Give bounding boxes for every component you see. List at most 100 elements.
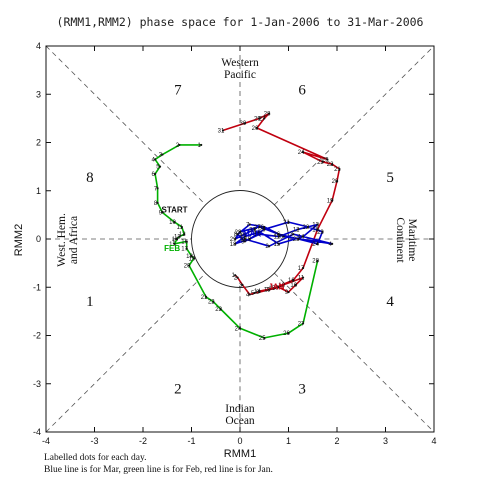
feb-day-point [238,327,242,330]
phase-label-1: 1 [86,294,94,310]
jan-day-point [301,276,305,279]
feb-day-point [190,254,193,257]
mar-day-label: 11 [274,235,281,241]
jan-day-label: 14 [254,289,261,295]
jan-day-label: 10 [290,283,297,289]
jan-day-point [221,129,225,132]
feb-day-point [219,307,222,311]
jan-day-label: 23 [317,160,324,166]
feb-day-label: 18 [186,254,193,260]
mar-day-label: 30 [240,232,247,238]
y-tick-label: -2 [33,331,41,341]
unit-circle [191,190,289,288]
y-tick-label: -3 [33,379,41,389]
x-tick-label: 2 [334,436,339,446]
feb-day-label: 13 [174,235,181,241]
feb-day-label: 15 [169,242,176,248]
phase-label-5: 5 [386,170,394,186]
jan-day-label: 5 [251,291,255,297]
mar-day-label: 25 [293,237,300,243]
month-markers: START JAN FEB MAR [161,205,284,291]
mar-day-point [316,223,319,226]
region-left-line2: and Africa [68,216,80,264]
region-left-line1: West. Hem. [56,213,68,267]
mar-day-label: 2 [265,244,269,250]
mar-day-point [238,230,242,233]
mar-day-label: 9 [241,239,245,245]
jan-day-point [243,122,246,125]
jan-day-point [258,290,261,293]
region-top-line1: Western [221,57,259,69]
feb-day-label: 4 [151,157,155,163]
jan-day-point [287,290,290,294]
feb-day-label: 20 [184,264,191,270]
feb-day-label: 8 [154,201,158,207]
x-tick-label: 1 [286,436,291,446]
jan-day-label: 16 [288,278,295,284]
mar-day-label: 8 [234,232,238,238]
jan-day-label: 8 [275,285,279,291]
jan-day-label: 6 [256,290,260,296]
jan-day-point [301,266,305,270]
mar-day-label: 7 [246,223,250,229]
jan-day-label: 30 [240,121,247,127]
mar-day-point [234,242,237,245]
jan-day-point [316,228,319,231]
x-tick-label: -2 [139,436,147,446]
diagonal-guide [45,272,206,433]
mar-day-point [277,235,280,238]
mar-day-point [306,225,309,229]
mar-day-point [258,233,261,236]
feb-day-label: 26 [283,331,290,337]
mar-day-point [243,235,246,238]
mar-day-label: 14 [298,235,305,241]
footer-line-2: Blue line is for Mar, green line is for … [44,464,273,475]
mar-day-label: 12 [293,227,300,233]
mar-day-point [268,245,271,248]
jan-day-label: 3 [239,283,243,289]
jan-day-label: 1 [231,273,235,279]
mar-day-point [253,228,256,231]
x-axis-label: RMM1 [224,448,256,460]
feb-day-label: 1 [198,143,202,149]
jan-day-label: 4 [246,292,250,298]
jan-day-label: 24 [298,150,305,156]
mar-day-point [321,230,324,233]
jan-day-label: 20 [332,179,339,185]
jan-day-label: 21 [334,167,341,173]
feb-day-label: 23 [215,307,222,313]
region-bottom-line1: Indian [225,403,255,415]
feb-day-point [287,331,290,335]
feb-day-label: 11 [177,225,184,231]
feb-day-point [178,143,181,147]
feb-day-label: 14 [172,237,179,243]
mar-day-point [277,242,280,245]
mar-day-point [277,233,280,236]
jan-day-point [258,117,261,120]
jan-day-label: 17 [298,266,305,272]
feb-day-label: 2 [176,143,180,149]
mar-day-label: 16 [254,230,261,236]
feb-day-point [263,336,266,340]
mar-day-point [236,233,239,236]
mar-day-label: 26 [273,232,280,238]
mar-day-label: 20 [259,227,266,233]
phase-label-3: 3 [298,381,306,397]
mar-day-label: 13 [312,223,319,229]
jan-day-point [255,126,259,130]
feb-day-label: 6 [151,172,155,178]
feb-day-point [161,211,164,214]
jan-day-label: 28 [264,112,271,118]
feb-day-point [173,221,176,224]
jan-day-point [268,112,271,115]
feb-day-label: 16 [181,239,188,245]
jan-day-point [338,167,341,171]
feb-day-point [316,259,319,262]
y-tick-label: 1 [36,186,41,196]
feb-day-point [178,235,181,238]
mar-day-label: 29 [230,237,237,243]
region-right-line1: Maritime [406,219,418,262]
chart-title: (RMM1,RMM2) phase space for 1-Jan-2006 t… [57,15,424,29]
